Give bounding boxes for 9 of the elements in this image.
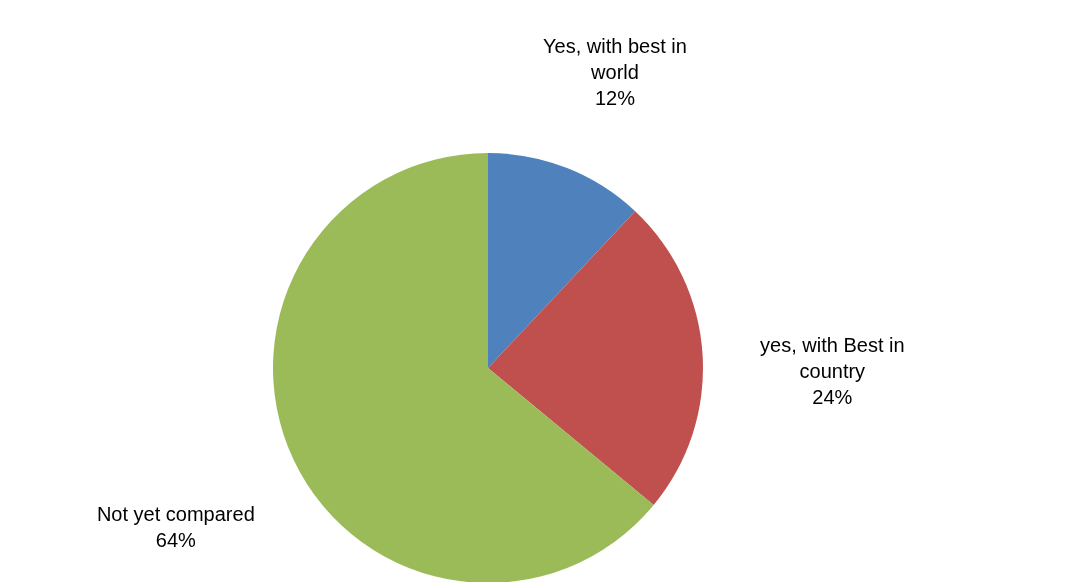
pie-slice [488, 153, 636, 368]
pie-slice [488, 211, 703, 506]
slice-label: Yes, with best in world [543, 35, 687, 84]
data-label: 24% [812, 386, 853, 409]
data-label: 12% [594, 87, 636, 110]
slice-label: yes, with Best in country [760, 334, 905, 383]
data-label: 64% [155, 528, 197, 551]
slice-label: Not yet compared [96, 502, 255, 525]
pie-slice [273, 153, 654, 582]
